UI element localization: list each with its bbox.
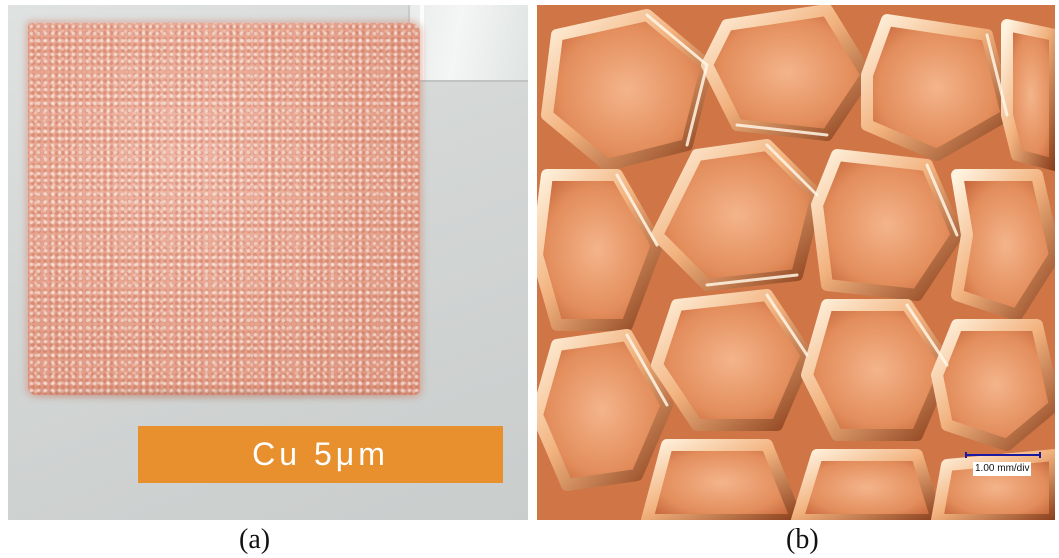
scale-bar-tick-left bbox=[965, 452, 967, 458]
micrograph-panel-b: 1.00 mm/div bbox=[537, 5, 1055, 520]
scale-bar-label: 1.00 mm/div bbox=[973, 462, 1032, 476]
strut-highlights bbox=[615, 13, 1009, 407]
foam-micrograph bbox=[537, 5, 1055, 520]
scale-bar-tick-right bbox=[1039, 452, 1041, 458]
scale-bar-line bbox=[965, 454, 1041, 456]
plastic-bag-edge bbox=[420, 5, 424, 80]
copper-foam-sample bbox=[28, 23, 420, 395]
sample-shadow bbox=[34, 390, 414, 398]
plastic-bag-corner bbox=[408, 5, 528, 82]
caption-b: (b) bbox=[786, 524, 819, 555]
scale-bar: 1.00 mm/div bbox=[965, 452, 1045, 480]
sample-label-text: Cu 5μm bbox=[252, 436, 389, 472]
sample-label-tag: Cu 5μm bbox=[138, 426, 503, 483]
caption-a: (a) bbox=[239, 524, 271, 555]
photo-panel-a: Cu 5μm bbox=[8, 5, 528, 520]
